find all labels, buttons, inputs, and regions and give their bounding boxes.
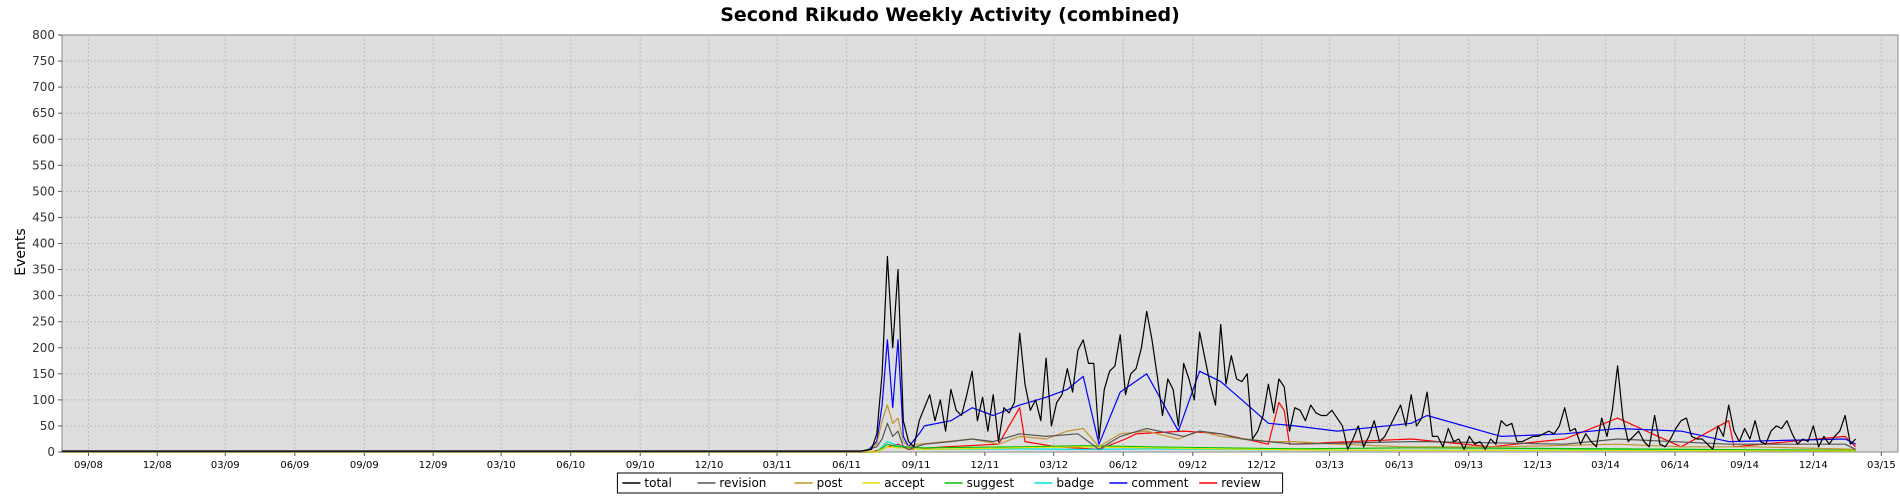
legend-label-post: post (817, 476, 843, 490)
x-tick-label: 12/09 (419, 460, 448, 471)
legend: total revision post accept suggest badge comme… (616, 472, 1284, 494)
series-line-post (62, 404, 1856, 453)
legend-label-suggest: suggest (967, 476, 1015, 490)
x-tick-label: 09/14 (1730, 460, 1759, 471)
series-line-comment (62, 339, 1856, 453)
series-lines (62, 255, 1857, 453)
x-tick-label: 03/15 (1867, 460, 1896, 471)
y-tick-label: 0 (47, 445, 55, 459)
y-tick-label: 200 (32, 341, 55, 355)
x-tick-label: 06/12 (1109, 460, 1138, 471)
x-tick-label: 03/11 (763, 460, 792, 471)
x-axis: 09/08 12/08 03/09 06/09 09/09 12/09 03/10 06/10… (74, 452, 1896, 471)
x-tick-label: 12/11 (970, 460, 999, 471)
y-tick-label: 100 (32, 393, 55, 407)
x-tick-label: 06/09 (280, 460, 309, 471)
legend-label-total: total (644, 476, 671, 490)
y-tick-label: 450 (32, 210, 55, 224)
x-tick-label: 09/13 (1454, 460, 1483, 471)
chart-title: Second Rikudo Weekly Activity (combined) (720, 4, 1180, 26)
y-tick-label: 250 (32, 315, 55, 329)
legend-label-badge: badge (1056, 476, 1094, 490)
series-line-revision (62, 422, 1856, 453)
x-tick-label: 09/09 (350, 460, 379, 471)
x-tick-label: 12/14 (1799, 460, 1828, 471)
y-axis: 0 50 100 150 200 250 300 350 400 450 500 550 600 650 7… (32, 28, 62, 459)
series-line-total (62, 255, 1857, 452)
x-tick-label: 03/10 (487, 460, 516, 471)
x-tick-label: 12/10 (695, 460, 724, 471)
x-tick-label: 12/12 (1247, 460, 1276, 471)
x-tick-label: 03/13 (1315, 460, 1344, 471)
y-tick-label: 800 (32, 28, 55, 42)
x-tick-label: 03/14 (1591, 460, 1620, 471)
x-tick-label: 12/08 (143, 460, 172, 471)
y-axis-label: Events (13, 228, 29, 275)
x-tick-label: 09/10 (626, 460, 655, 471)
y-tick-label: 700 (32, 80, 55, 94)
y-tick-label: 150 (32, 367, 55, 381)
y-tick-label: 600 (32, 132, 55, 146)
y-tick-label: 550 (32, 158, 55, 172)
x-tick-label: 03/12 (1039, 460, 1068, 471)
legend-label-review: review (1221, 476, 1261, 490)
y-tick-label: 50 (40, 419, 55, 433)
x-tick-label: 06/11 (832, 460, 861, 471)
legend-label-accept: accept (884, 476, 925, 490)
series-line-suggest (62, 443, 1856, 453)
series-line-accept (62, 446, 1856, 453)
y-tick-label: 500 (32, 184, 55, 198)
x-tick-label: 06/10 (556, 460, 585, 471)
x-tick-label: 06/13 (1385, 460, 1414, 471)
grid-lines (62, 35, 1898, 452)
x-tick-label: 09/12 (1178, 460, 1207, 471)
y-tick-label: 750 (32, 54, 55, 68)
x-tick-label: 12/13 (1523, 460, 1552, 471)
x-tick-label: 03/09 (211, 460, 240, 471)
y-tick-label: 350 (32, 263, 55, 277)
x-tick-label: 09/08 (74, 460, 103, 471)
y-tick-label: 650 (32, 106, 55, 120)
legend-label-revision: revision (719, 476, 766, 490)
legend-label-comment: comment (1131, 476, 1188, 490)
y-tick-label: 300 (32, 289, 55, 303)
y-tick-label: 400 (32, 237, 55, 251)
x-tick-label: 09/11 (902, 460, 931, 471)
x-tick-label: 06/14 (1661, 460, 1690, 471)
